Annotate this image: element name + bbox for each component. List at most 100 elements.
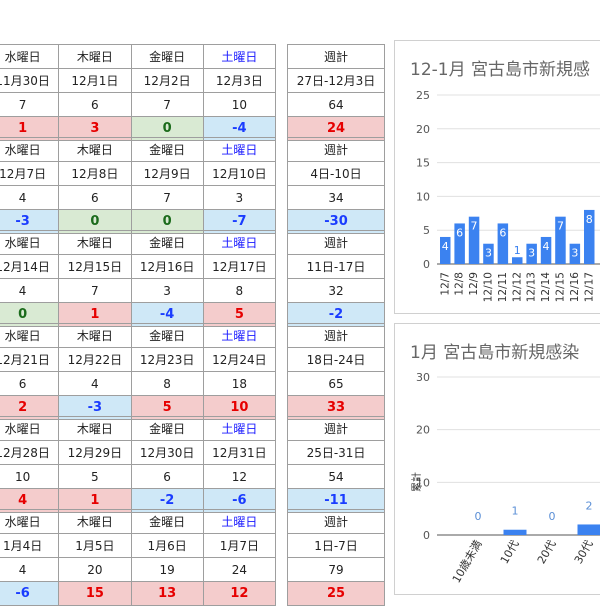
day-header: 木曜日 (59, 417, 131, 441)
x-tick-label: 10歳未満 (450, 538, 485, 585)
count-cell: 24 (203, 558, 275, 582)
day-header: 金曜日 (131, 138, 203, 162)
chart-title-daily: 12-1月 宮古島市新規感 (410, 55, 590, 80)
x-tick-label: 10代 (498, 538, 522, 566)
table-row: 水曜日木曜日金曜日土曜日 (0, 510, 276, 534)
table-row: 水曜日木曜日金曜日土曜日 (0, 45, 276, 69)
date-cell: 1月6日 (131, 534, 203, 558)
x-tick-label: 12/9 (468, 272, 480, 296)
count-cell: 12 (203, 465, 275, 489)
week-range: 4日-10日 (288, 162, 385, 186)
table-row: 79 (288, 558, 385, 582)
date-cell: 1月4日 (0, 534, 59, 558)
table-row: 54 (288, 465, 385, 489)
day-header: 金曜日 (131, 324, 203, 348)
day-header: 木曜日 (59, 510, 131, 534)
total-header: 週計 (288, 231, 385, 255)
x-tick-label: 12/17 (583, 272, 595, 302)
x-tick-label: 12/15 (554, 272, 566, 302)
data-label: 3 (528, 247, 535, 260)
table-row: 週計 (288, 417, 385, 441)
count-cell: 6 (59, 93, 131, 117)
date-cell: 12月28日 (0, 441, 59, 465)
day-header: 水曜日 (0, 138, 59, 162)
week-range: 1日-7日 (288, 534, 385, 558)
table-row: 65 (288, 372, 385, 396)
count-cell: 8 (203, 279, 275, 303)
day-header: 水曜日 (0, 417, 59, 441)
diff-cell: 13 (131, 582, 203, 606)
date-cell: 12月10日 (203, 162, 275, 186)
count-cell: 7 (131, 93, 203, 117)
table-row: 27日-12月3日 (288, 69, 385, 93)
count-cell: 3 (203, 186, 275, 210)
table-row: 水曜日木曜日金曜日土曜日 (0, 324, 276, 348)
date-cell: 1月7日 (203, 534, 275, 558)
date-cell: 12月3日 (203, 69, 275, 93)
y-tick-label: 20 (416, 123, 430, 136)
count-cell: 4 (0, 186, 59, 210)
date-cell: 11月30日 (0, 69, 59, 93)
day-header: 水曜日 (0, 324, 59, 348)
count-cell: 20 (59, 558, 131, 582)
date-cell: 12月2日 (131, 69, 203, 93)
week-range: 18日-24日 (288, 348, 385, 372)
table-row: 25 (288, 582, 385, 606)
table-row: 週計 (288, 324, 385, 348)
day-header: 金曜日 (131, 45, 203, 69)
data-label: 0 (475, 510, 482, 523)
table-row: 水曜日木曜日金曜日土曜日 (0, 231, 276, 255)
date-cell: 12月30日 (131, 441, 203, 465)
week-total: 34 (288, 186, 385, 210)
week-range: 27日-12月3日 (288, 69, 385, 93)
table-row: 11日-17日 (288, 255, 385, 279)
day-header: 土曜日 (203, 324, 275, 348)
table-row: 週計 (288, 510, 385, 534)
data-label: 8 (586, 213, 593, 226)
week-total: 79 (288, 558, 385, 582)
date-cell: 12月14日 (0, 255, 59, 279)
table-row: 水曜日木曜日金曜日土曜日 (0, 138, 276, 162)
data-label: 3 (485, 247, 492, 260)
data-label: 2 (586, 499, 593, 512)
date-cell: 12月21日 (0, 348, 59, 372)
x-tick-label: 20代 (535, 538, 559, 566)
x-tick-label: 12/12 (511, 272, 523, 302)
count-cell: 7 (131, 186, 203, 210)
table-row: 週計 (288, 138, 385, 162)
diff-cell: 15 (59, 582, 131, 606)
count-cell: 4 (59, 372, 131, 396)
day-header: 土曜日 (203, 138, 275, 162)
date-cell: 12月1日 (59, 69, 131, 93)
count-cell: 8 (131, 372, 203, 396)
day-header: 金曜日 (131, 510, 203, 534)
y-tick-label: 20 (416, 424, 430, 437)
date-cell: 12月24日 (203, 348, 275, 372)
x-tick-label: 12/13 (526, 272, 538, 302)
bar (578, 524, 600, 535)
table-row: 32 (288, 279, 385, 303)
y-tick-label: 0 (423, 529, 430, 542)
day-header: 土曜日 (203, 510, 275, 534)
table-row: 18日-24日 (288, 348, 385, 372)
total-header: 週計 (288, 138, 385, 162)
date-cell: 12月16日 (131, 255, 203, 279)
table-row: 週計 (288, 45, 385, 69)
day-header: 水曜日 (0, 510, 59, 534)
count-cell: 3 (131, 279, 203, 303)
x-tick-label: 12/10 (482, 272, 494, 302)
